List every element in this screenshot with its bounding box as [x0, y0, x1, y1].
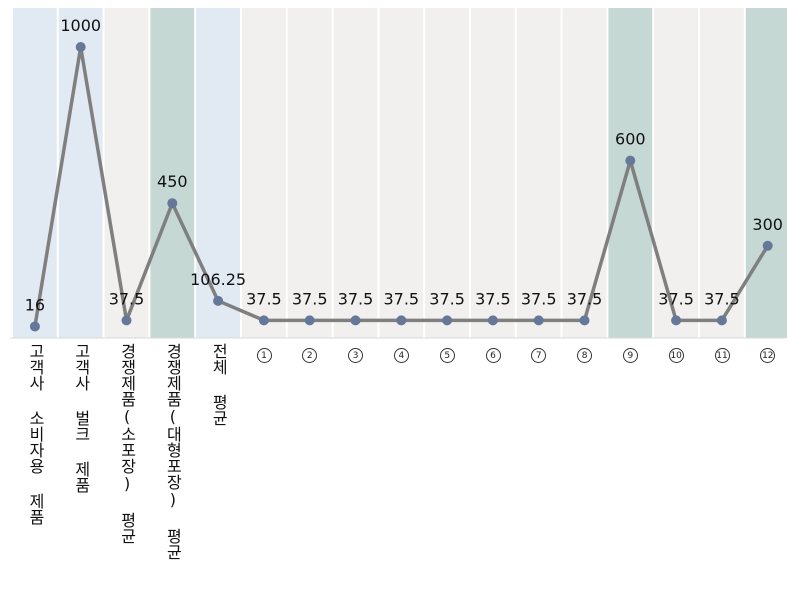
data-label: 37.5: [567, 289, 603, 308]
x-tick-label-text: 2: [302, 348, 318, 363]
x-tick-label: 고객사 벌크 제품: [58, 343, 104, 493]
data-label: 37.5: [704, 289, 740, 308]
x-tick-label-circled: 8: [562, 348, 608, 363]
x-tick-label-text: 8: [577, 348, 593, 363]
data-point: [671, 315, 682, 326]
data-point: [487, 315, 498, 326]
data-label: 37.5: [109, 289, 145, 308]
data-label: 37.5: [246, 289, 282, 308]
category-band: [287, 8, 332, 338]
x-tick-label-circled: 10: [653, 348, 699, 363]
x-tick-label-text: 9: [622, 348, 638, 363]
data-point: [75, 42, 86, 52]
data-label: 600: [615, 130, 646, 149]
data-label: 450: [157, 172, 188, 191]
data-point: [304, 315, 315, 326]
data-label: 106.25: [190, 270, 246, 289]
x-tick-label-circled: 12: [745, 348, 787, 363]
x-tick-label: 전체 평균: [195, 343, 241, 426]
category-band: [242, 8, 286, 338]
x-tick-label-circled: 5: [424, 348, 470, 363]
category-band: [516, 8, 561, 338]
x-tick-label-text: 11: [714, 348, 730, 363]
x-tick-label: 경쟁제품(소포장) 평균: [104, 343, 150, 544]
data-label: 37.5: [383, 289, 419, 308]
x-tick-label-text: 10: [668, 348, 684, 363]
data-label: 1000: [60, 16, 101, 35]
data-point: [762, 240, 773, 251]
data-label: 37.5: [429, 289, 465, 308]
category-band: [654, 8, 698, 338]
category-band: [333, 8, 378, 338]
x-tick-label-circled: 4: [378, 348, 424, 363]
x-tick-label-text: 경쟁제품(소포장) 평균: [117, 343, 137, 544]
category-band: [700, 8, 744, 338]
x-tick-label-circled: 7: [516, 348, 562, 363]
x-tick-label: 경쟁제품(대형포장) 평균: [149, 343, 195, 560]
category-band: [608, 8, 653, 338]
x-tick-label-text: 6: [485, 348, 501, 363]
x-tick-label-circled: 9: [607, 348, 653, 363]
data-label: 300: [752, 215, 783, 234]
x-tick-label-circled: 11: [699, 348, 745, 363]
category-band: [13, 8, 57, 338]
data-label: 16: [25, 295, 45, 314]
category-band: [196, 8, 240, 338]
data-label: 37.5: [292, 289, 328, 308]
data-point: [167, 198, 178, 209]
x-tick-label-text: 3: [348, 348, 364, 363]
x-tick-label-circled: 6: [470, 348, 516, 363]
data-point: [29, 321, 40, 332]
data-point: [121, 315, 132, 326]
x-tick-label-text: 전체 평균: [209, 343, 229, 426]
data-label: 37.5: [658, 289, 694, 308]
data-label: 37.5: [521, 289, 557, 308]
x-tick-label-text: 1: [256, 348, 272, 363]
x-tick-label: 고객사 소비자용 제품: [12, 343, 58, 525]
x-tick-label-circled: 1: [241, 348, 287, 363]
x-tick-label-circled: 2: [287, 348, 333, 363]
data-point: [442, 315, 453, 326]
data-point: [396, 315, 407, 326]
category-band: [58, 8, 103, 338]
data-point: [625, 155, 636, 166]
x-tick-label-text: 4: [393, 348, 409, 363]
x-tick-label-text: 7: [531, 348, 547, 363]
category-band: [425, 8, 469, 338]
data-point: [579, 315, 590, 326]
x-tick-label-text: 경쟁제품(대형포장) 평균: [163, 343, 183, 560]
category-band: [471, 8, 515, 338]
x-tick-label-text: 고객사 소비자용 제품: [26, 343, 45, 525]
category-band: [150, 8, 195, 338]
x-tick-label-text: 12: [760, 348, 776, 363]
data-label: 37.5: [475, 289, 511, 308]
data-point: [716, 315, 727, 326]
x-tick-label-text: 5: [439, 348, 455, 363]
data-point: [213, 295, 224, 306]
data-label: 37.5: [338, 289, 374, 308]
category-band: [745, 8, 787, 338]
data-points: [29, 42, 773, 332]
x-tick-label-text: 고객사 벌크 제품: [71, 343, 91, 493]
data-point: [258, 315, 269, 326]
data-point: [533, 315, 544, 326]
category-bands: [13, 8, 787, 338]
x-tick-label-circled: 3: [333, 348, 379, 363]
category-band: [562, 8, 607, 338]
data-point: [350, 315, 361, 326]
category-band: [379, 8, 424, 338]
